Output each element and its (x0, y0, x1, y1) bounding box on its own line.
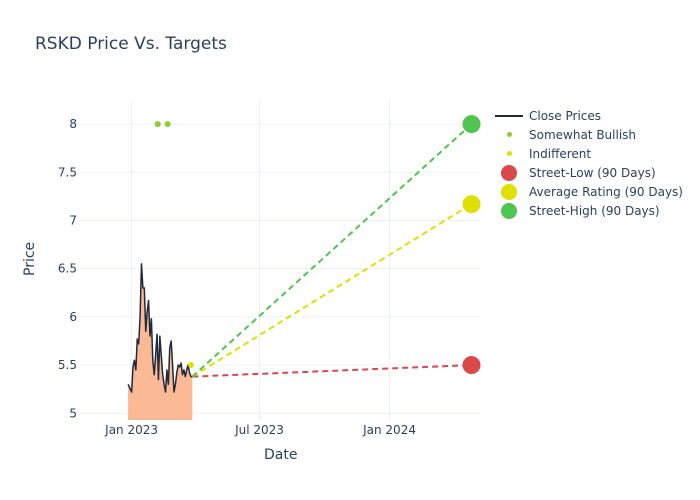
legend-swatch-dot (506, 151, 512, 156)
legend-item-somewhat-bullish[interactable]: Somewhat Bullish (494, 125, 683, 144)
x-tick-label: Jan 2023 (104, 423, 158, 437)
tick-layer: 5 5.5 6 6.5 7 7.5 8 Jan 2023 Jul 2023 Jan 2024 (58, 117, 416, 437)
legend[interactable]: Close Prices Somewhat Bullish Indifferen… (494, 106, 683, 220)
somewhat-bullish-point (164, 121, 171, 128)
legend-swatch-line (495, 114, 523, 117)
y-tick-label: 6 (69, 310, 77, 324)
average-rating-projection-line (191, 203, 473, 378)
legend-item-street-low[interactable]: Street-Low (90 Days) (494, 163, 683, 182)
line-layer (127, 123, 473, 393)
y-axis-title: Price (22, 241, 38, 276)
legend-label: Street-High (90 Days) (529, 203, 660, 218)
y-tick-label: 7.5 (58, 165, 77, 179)
legend-label: Indifferent (529, 146, 592, 161)
close-price-line (127, 263, 193, 393)
legend-item-close-prices[interactable]: Close Prices (494, 106, 683, 125)
y-tick-label: 5.5 (58, 358, 77, 372)
legend-swatch-dot (506, 132, 512, 137)
legend-swatch-dot (501, 164, 517, 181)
legend-item-average-rating[interactable]: Average Rating (90 Days) (494, 182, 683, 201)
x-tick-label: Jan 2024 (362, 423, 416, 437)
legend-item-indifferent[interactable]: Indifferent (494, 144, 683, 163)
legend-swatch-dot (501, 183, 517, 200)
grid-layer (80, 100, 480, 420)
x-axis-title: Date (264, 447, 298, 463)
marker-layer (154, 115, 481, 375)
x-tick-label: Jul 2023 (234, 423, 284, 437)
legend-label: Close Prices (529, 108, 602, 123)
street-low-target-point (462, 356, 481, 375)
somewhat-bullish-point (154, 121, 161, 128)
average-rating-target-point (462, 195, 481, 214)
y-tick-label: 7 (69, 213, 77, 227)
legend-label: Street-Low (90 Days) (529, 165, 656, 180)
legend-item-street-high[interactable]: Street-High (90 Days) (494, 201, 683, 220)
legend-swatch-dot (501, 202, 517, 219)
legend-label: Average Rating (90 Days) (529, 184, 683, 199)
legend-label: Somewhat Bullish (529, 127, 637, 142)
y-tick-label: 6.5 (58, 262, 77, 276)
y-tick-label: 5 (69, 406, 77, 420)
indifferent-point (187, 362, 194, 369)
chart-title: RSKD Price Vs. Targets (35, 34, 227, 54)
y-tick-label: 8 (69, 117, 77, 131)
street-low-projection-line (192, 364, 472, 378)
street-high-projection-line (191, 123, 473, 378)
street-high-target-point (462, 115, 481, 134)
